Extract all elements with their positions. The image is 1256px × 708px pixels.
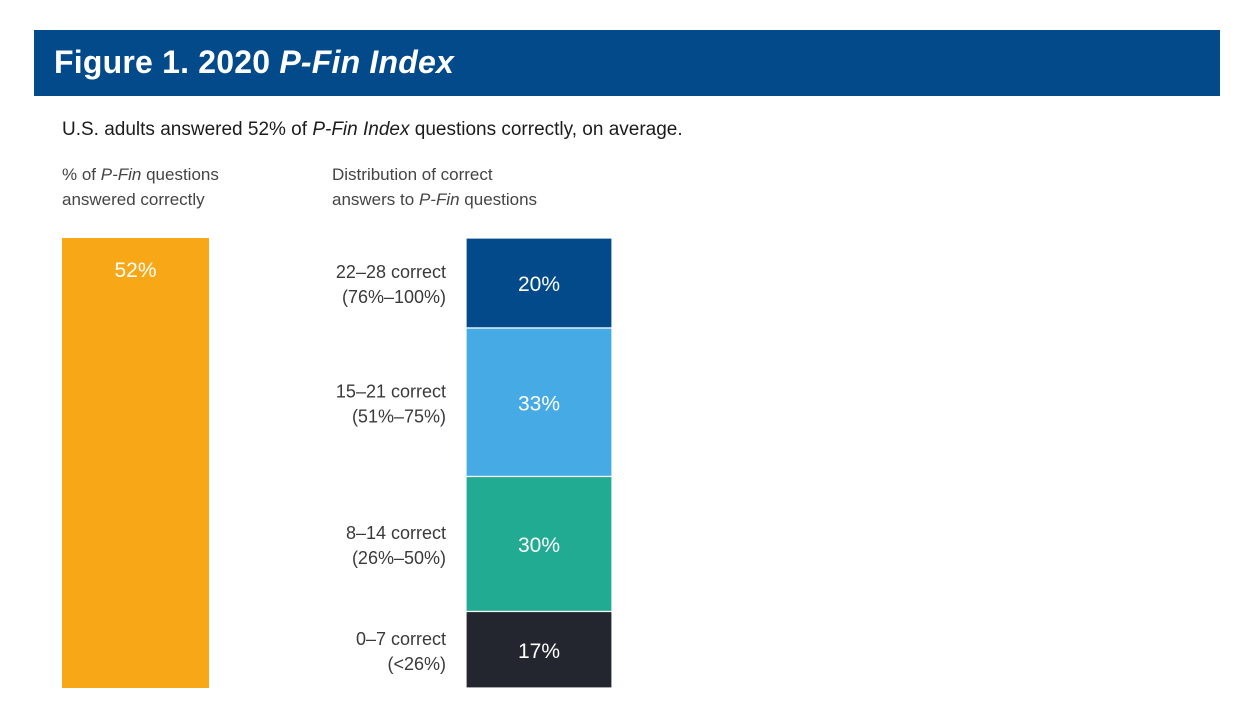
distribution-segment-1: [465, 237, 613, 329]
left-heading-em: P-Fin: [100, 165, 142, 184]
figure-title-index-name: P-Fin Index: [279, 44, 454, 80]
chart-subtitle: U.S. adults answered 52% of P-Fin Index …: [62, 119, 683, 141]
distribution-category-label-4-line1: 0–7 correct: [356, 629, 446, 649]
left-heading-suffix: questions: [141, 165, 219, 184]
subtitle-after: questions correctly, on average.: [409, 119, 683, 140]
distribution-category-label-2-line2: (51%–75%): [352, 406, 446, 426]
distribution-value-label-1: 20%: [518, 273, 560, 296]
distribution-category-label-3-line2: (26%–50%): [352, 548, 446, 568]
distribution-value-label-4: 17%: [518, 640, 560, 663]
distribution-category-label-4-line2: (<26%): [387, 654, 446, 674]
average-correct-bar: [62, 238, 209, 688]
subtitle-index-name: P-Fin Index: [312, 119, 410, 140]
right-heading-line1: Distribution of correct: [332, 165, 493, 184]
figure-banner: Figure 1. 2020 P-Fin Index: [34, 30, 1220, 96]
distribution-segment-4: [465, 610, 613, 689]
figure-title: Figure 1. 2020 P-Fin Index: [54, 44, 454, 81]
distribution-category-label-1-line1: 22–28 correct: [336, 262, 446, 282]
distribution-category-label-2-line1: 15–21 correct: [336, 381, 446, 401]
right-column-heading: Distribution of correct answers to P-Fin…: [332, 162, 537, 212]
subtitle-before: U.S. adults answered 52% of: [62, 119, 313, 140]
distribution-value-label-3: 30%: [518, 534, 560, 557]
average-correct-label: 52%: [114, 259, 156, 282]
left-heading-line1: % of P-Fin questions: [62, 162, 219, 187]
distribution-segment-3: [465, 475, 613, 613]
distribution-value-label-2: 33%: [518, 392, 560, 415]
right-heading-line2: answers to P-Fin questions: [332, 187, 537, 212]
distribution-segment-2: [465, 327, 613, 478]
right-heading-prefix: answers to: [332, 190, 419, 209]
left-heading-prefix: % of: [62, 165, 101, 184]
right-heading-suffix: questions: [459, 190, 538, 209]
right-heading-em: P-Fin: [418, 190, 460, 209]
left-column-heading: % of P-Fin questions answered correctly: [62, 162, 219, 212]
distribution-category-label-3-line1: 8–14 correct: [346, 523, 446, 543]
left-heading-line2: answered correctly: [62, 190, 205, 209]
distribution-category-label-1-line2: (76%–100%): [342, 287, 446, 307]
figure-title-prefix: Figure 1. 2020: [54, 44, 280, 80]
